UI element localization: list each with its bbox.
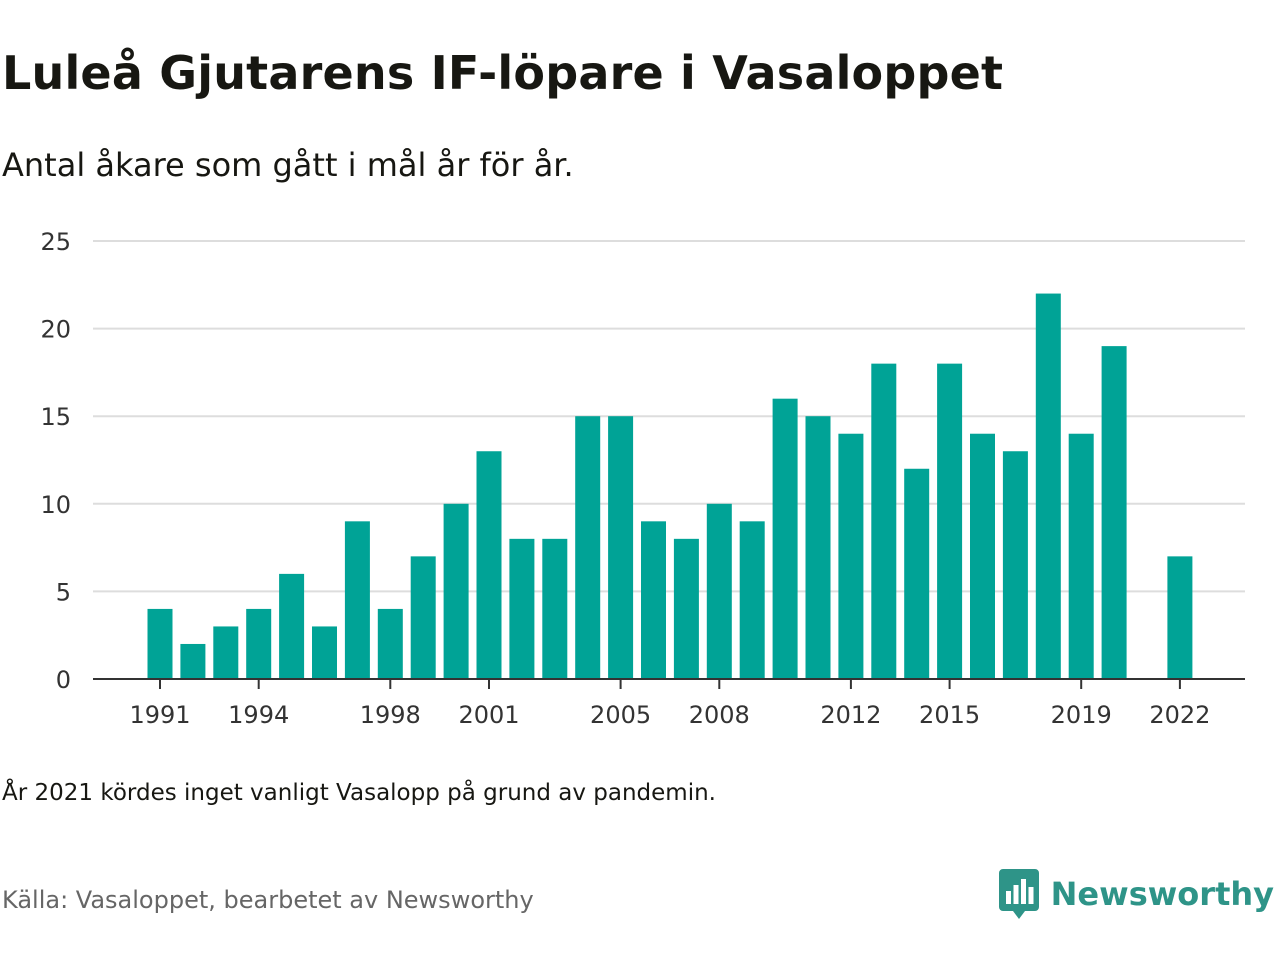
bar — [805, 416, 831, 679]
bar — [180, 643, 206, 679]
bar — [542, 538, 568, 679]
x-tick-label: 1998 — [360, 701, 421, 729]
x-tick-label: 1994 — [228, 701, 289, 729]
x-tick-label: 2019 — [1051, 701, 1112, 729]
bar — [871, 363, 897, 679]
brand-name: Newsworthy — [1050, 875, 1274, 913]
x-tick-label: 2005 — [590, 701, 651, 729]
x-tick-label: 2001 — [458, 701, 519, 729]
y-tick-label: 20 — [40, 316, 71, 344]
x-tick-label: 2008 — [689, 701, 750, 729]
bar — [147, 608, 173, 679]
x-tick-label: 1991 — [129, 701, 190, 729]
bar — [739, 521, 765, 679]
chart-subtitle: Antal åkare som gått i mål år för år. — [2, 146, 574, 184]
chart-title: Luleå Gjutarens IF-löpare i Vasaloppet — [2, 46, 1004, 100]
bar — [1101, 346, 1127, 679]
source-credit: Källa: Vasaloppet, bearbetet av Newswort… — [2, 886, 534, 914]
bar — [673, 538, 699, 679]
bar-chart: 0 5 10 15 20 25 1991 1994 1998 2001 2005 2008 2012 20… — [40, 228, 1245, 729]
bar — [641, 521, 666, 679]
bar — [213, 626, 239, 679]
bar — [509, 538, 535, 679]
bar — [476, 451, 502, 679]
bar — [246, 608, 272, 679]
bar — [1167, 556, 1193, 679]
bar — [772, 398, 798, 679]
bar — [838, 433, 864, 679]
bar — [279, 573, 305, 679]
x-tick-label: 2012 — [820, 701, 881, 729]
bar — [443, 503, 469, 679]
axes: 0 5 10 15 20 25 1991 1994 1998 2001 2005 2008 2012 20… — [40, 228, 1245, 729]
bar — [344, 521, 370, 679]
bar — [1002, 451, 1028, 679]
y-tick-label: 5 — [56, 578, 71, 606]
y-tick-label: 10 — [40, 491, 71, 519]
bar — [410, 556, 436, 679]
bar — [937, 363, 963, 679]
brand-logo: Newsworthy — [998, 868, 1274, 920]
y-tick-label: 15 — [40, 403, 71, 431]
footnote: År 2021 kördes inget vanligt Vasalopp på… — [2, 780, 716, 806]
x-tick-label: 2015 — [919, 701, 980, 729]
bar — [1068, 433, 1094, 679]
bar — [575, 416, 601, 679]
y-tick-label: 25 — [40, 228, 71, 256]
bar — [904, 468, 930, 679]
bar — [377, 608, 403, 679]
x-tick-label: 2022 — [1149, 701, 1210, 729]
bar — [706, 503, 732, 679]
newsworthy-logo-icon — [998, 869, 1039, 919]
bar — [312, 626, 337, 679]
bars — [147, 293, 1193, 679]
y-tick-label: 0 — [56, 666, 71, 694]
bar — [970, 433, 995, 679]
bar — [608, 416, 634, 679]
bar — [1035, 293, 1061, 679]
